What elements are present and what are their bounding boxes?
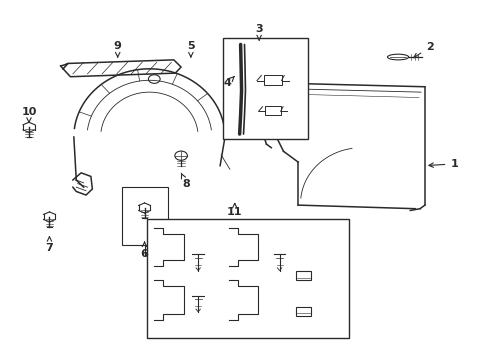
- Text: 7: 7: [45, 237, 53, 253]
- Bar: [122, 187, 167, 244]
- Bar: [147, 220, 348, 338]
- Text: 4: 4: [223, 76, 234, 88]
- Text: 10: 10: [21, 107, 37, 123]
- Bar: [264, 75, 281, 85]
- Bar: [296, 271, 310, 280]
- Text: 11: 11: [226, 203, 242, 217]
- Text: 3: 3: [255, 24, 263, 40]
- Text: 5: 5: [187, 41, 194, 57]
- Bar: [222, 39, 307, 139]
- Bar: [296, 307, 310, 316]
- Text: 1: 1: [428, 159, 457, 169]
- Text: 2: 2: [413, 42, 433, 58]
- Text: 8: 8: [181, 173, 189, 189]
- Text: 9: 9: [114, 41, 122, 57]
- Bar: [264, 106, 280, 116]
- Ellipse shape: [386, 54, 408, 60]
- Text: 6: 6: [141, 242, 148, 258]
